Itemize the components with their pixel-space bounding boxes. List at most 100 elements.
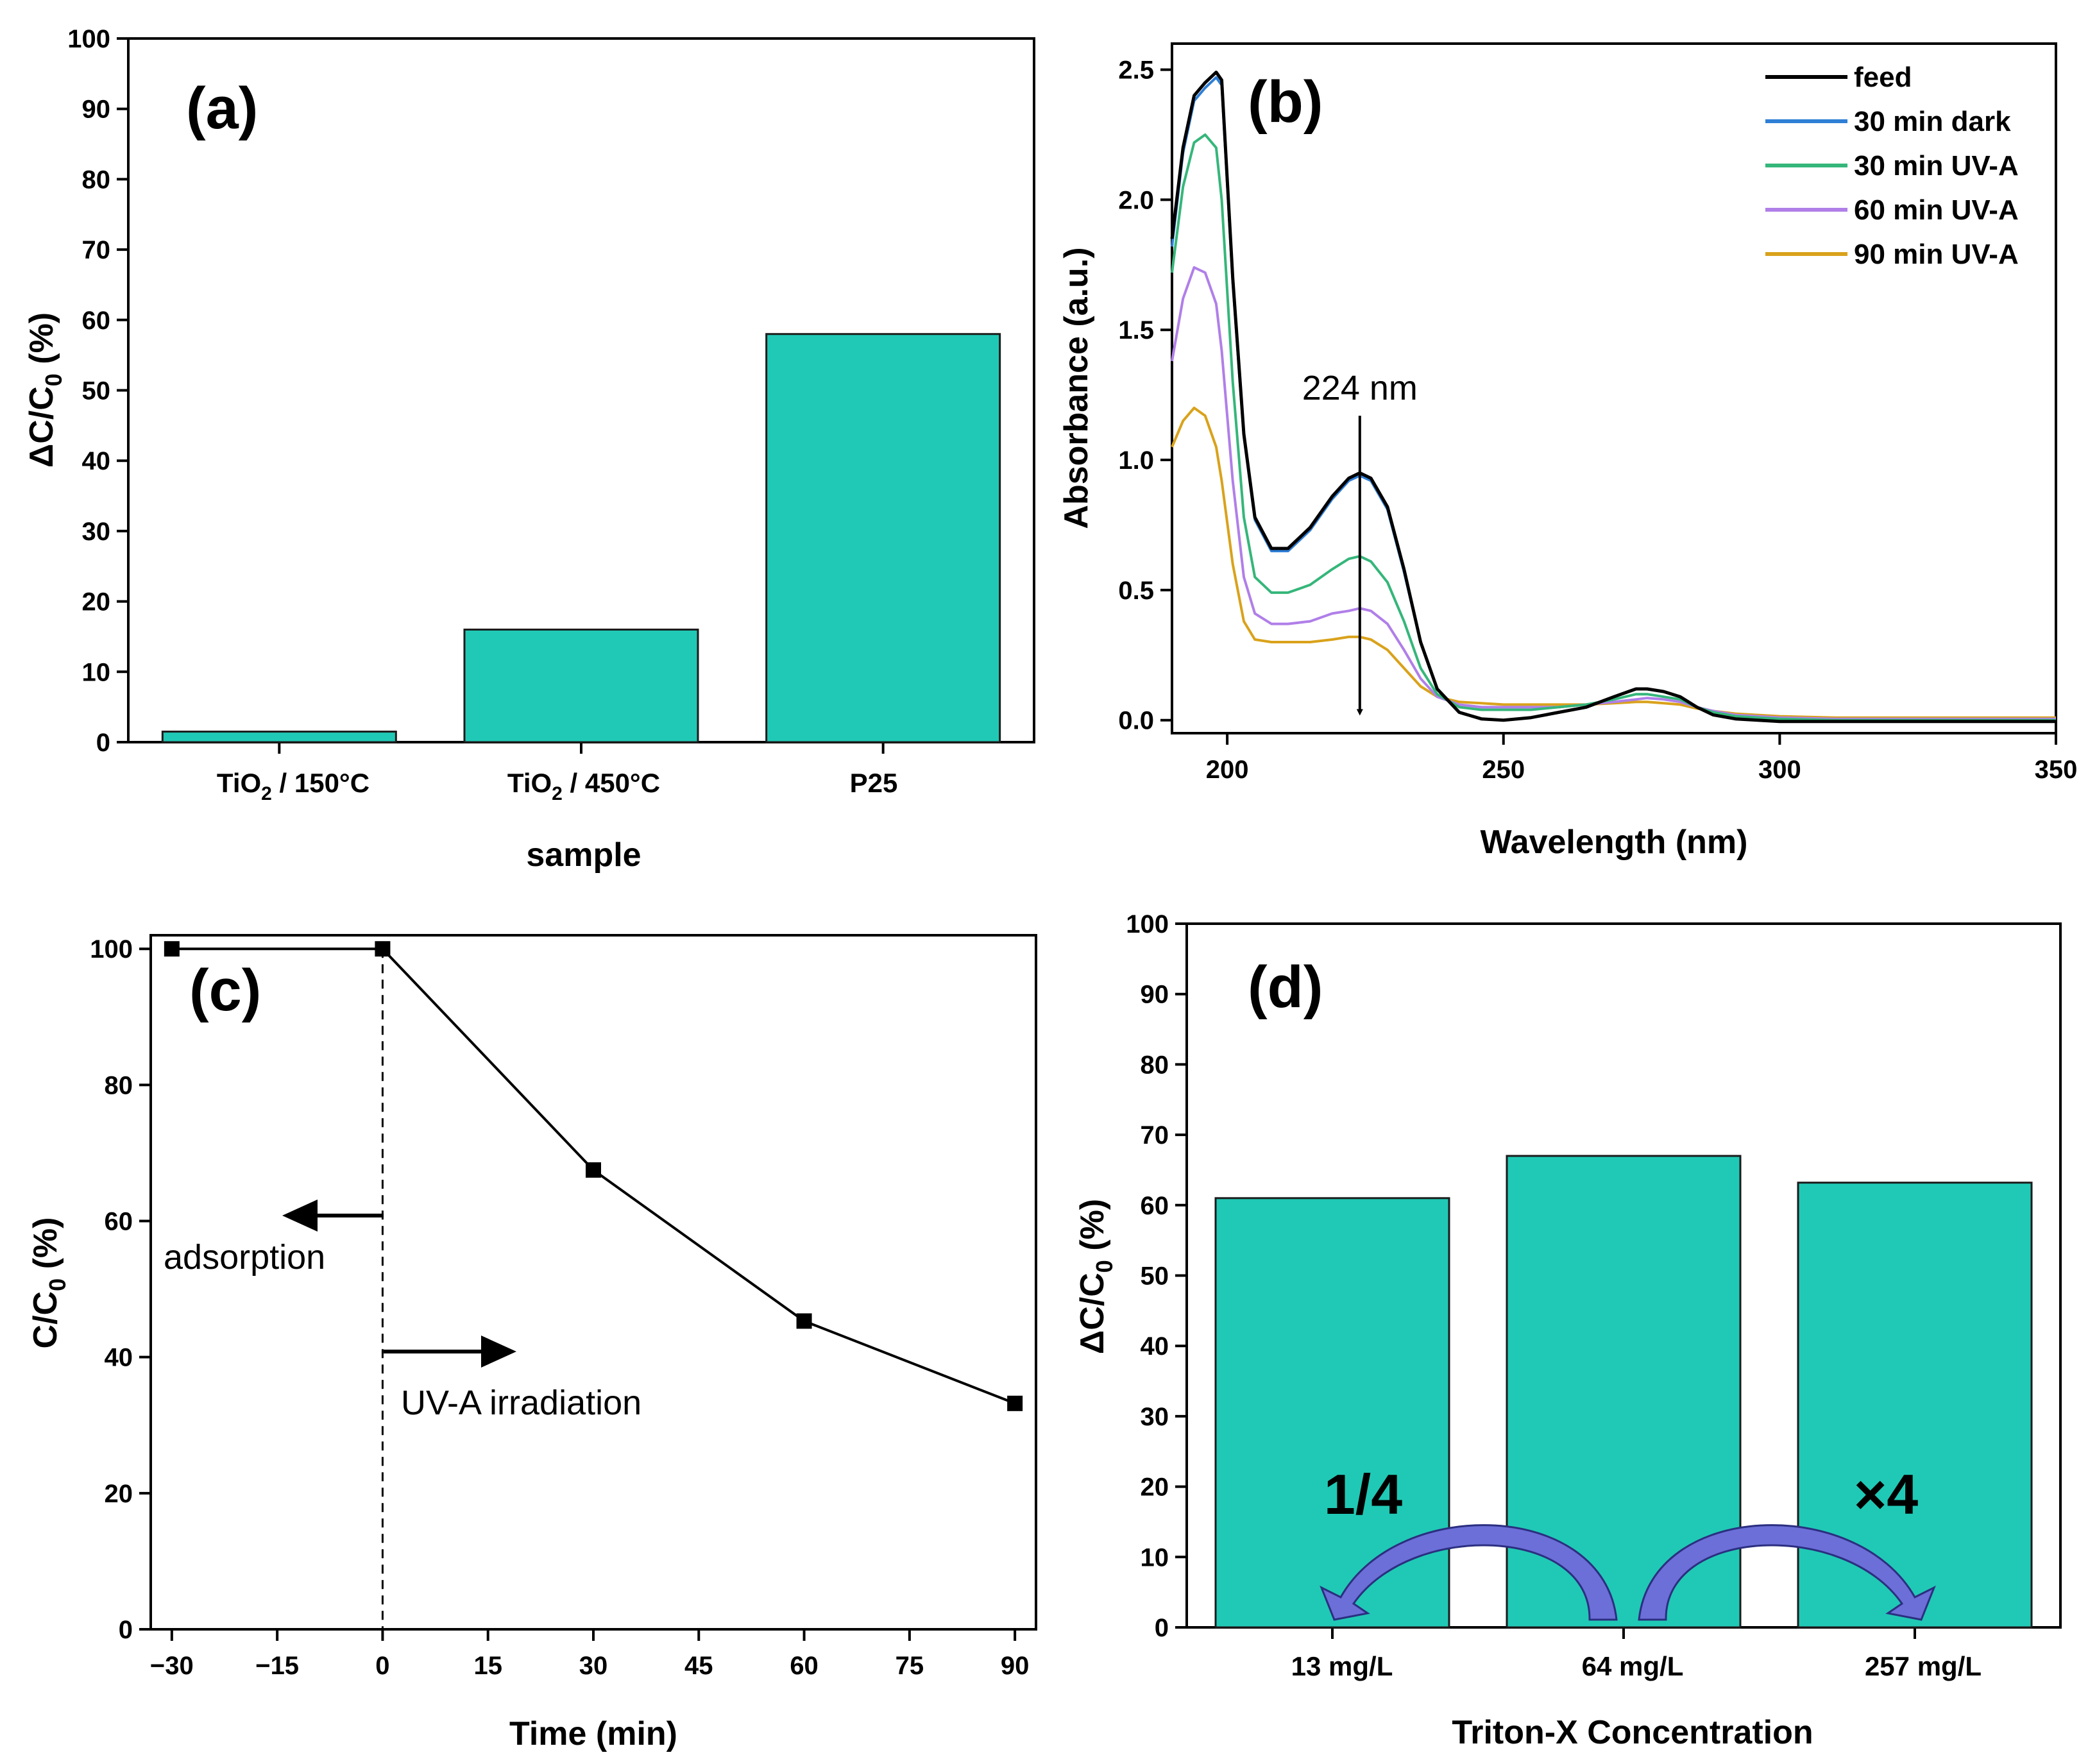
panel-d-ytick-label: 40 [1141,1332,1169,1361]
panel-c-point [1007,1395,1023,1411]
legend-label-30min-dark: 30 min dark [1854,106,2011,137]
panel-b-ytick-label: 0.5 [1118,577,1154,605]
panel-c-line-chart: −30 −15 0 15 30 45 60 75 90 0 20 40 60 80 100 adsorpti… [27,934,1037,1752]
panel-d-quarter-label: 1/4 [1324,1463,1402,1526]
panel-a-bars [161,333,1001,743]
panel-b-224nm-label: 224 nm [1302,369,1418,407]
panel-b-line-chart: 200 250 300 350 0.0 0.5 1.0 1.5 2.0 2.5 224 nm (b… [1058,42,2077,861]
panel-c-label: (c) [189,958,261,1023]
panel-d-bar-chart: 0 10 20 30 40 50 60 70 80 90 100 (d) 1/4 ×4 13 mg/… [1074,910,2062,1751]
panel-a-bar [161,731,397,743]
panel-c-xlabel: Time (min) [509,1715,677,1752]
panel-c-xtick-label: 90 [1001,1652,1030,1680]
panel-d-ytick-label: 50 [1141,1262,1169,1291]
legend-label-60min-uva: 60 min UV-A [1854,194,2019,226]
panel-a-label: (a) [186,76,258,141]
panel-a-ytick-label: 10 [82,658,111,686]
panel-c-point [164,941,180,957]
panel-b-xtick-label: 250 [1482,756,1525,784]
panel-d-right-curved-arrow [1638,1524,1936,1621]
panel-d-ytick-label: 0 [1155,1614,1169,1642]
panel-a-ytick-label: 0 [96,729,110,757]
panel-c-xtick-label: 45 [684,1652,713,1680]
panel-a-ytick-label: 60 [82,307,111,335]
panel-c-xtick-label: 15 [473,1652,502,1680]
panel-b-ytick-label: 0.0 [1118,707,1154,735]
panel-a-bar [765,333,1001,743]
panel-a-cat-1: TiO2 / 150°C [217,768,369,804]
legend-label-feed: feed [1854,62,1912,93]
panel-a-cat-3: P25 [850,768,898,798]
panel-d-y-ticks: 0 10 20 30 40 50 60 70 80 90 100 [1126,910,1916,1642]
panel-b-xtick-label: 350 [2035,756,2078,784]
panel-c-ytick-label: 20 [105,1480,133,1508]
panel-c-ytick-label: 40 [105,1344,133,1372]
panel-c-irradiation-label: UV-A irradiation [401,1384,641,1422]
panel-b-ticks: 200 250 300 350 0.0 0.5 1.0 1.5 2.0 2.5 [1118,56,2077,784]
panel-a-ytick-label: 20 [82,588,111,616]
panel-c-ticks: −30 −15 0 15 30 45 60 75 90 0 20 40 60 80 100 [90,935,1029,1680]
panel-c-xtick-label: 30 [579,1652,608,1680]
panel-b-ytick-label: 2.0 [1118,186,1154,214]
panel-d-cat-3: 257 mg/L [1865,1651,1982,1681]
panel-a-y-ticks: 0 10 20 30 40 50 60 70 80 90 100 [67,25,885,757]
panel-d-label: (d) [1248,954,1323,1020]
panel-d-ytick-label: 30 [1141,1403,1169,1431]
panel-b-ylabel: Absorbance (a.u.) [1058,247,1095,529]
panel-c-point [586,1162,601,1178]
panel-d-bar [1797,1182,2033,1629]
panel-c-xtick-label: 60 [790,1652,819,1680]
panel-c-irradiation-arrow [384,1336,516,1368]
panel-d-ytick-label: 100 [1126,910,1169,938]
legend-label-30min-uva: 30 min UV-A [1854,150,2019,182]
panel-a-ytick-label: 100 [67,25,110,53]
panel-c-xtick-label: −30 [150,1652,194,1680]
panel-d-ytick-label: 60 [1141,1192,1169,1220]
panel-c-xtick-label: 75 [896,1652,924,1680]
panel-a-ytick-label: 40 [82,447,111,475]
panel-b-xlabel: Wavelength (nm) [1481,824,1748,861]
panel-a-ytick-label: 80 [82,165,111,194]
panel-d-cat-2: 64 mg/L [1582,1651,1684,1681]
panel-b-ytick-label: 1.0 [1118,446,1154,475]
panel-a-ytick-label: 50 [82,377,111,405]
panel-a-bar [463,628,699,743]
panel-d-ylabel: ΔC/C0 (%) [1074,1199,1117,1354]
panel-d-bars [1214,1155,2033,1629]
panel-c-ytick-label: 0 [119,1616,133,1644]
panel-c-series [164,941,1023,1411]
panel-c-xtick-label: 0 [375,1652,389,1680]
panel-b-legend: feed 30 min dark 30 min UV-A 60 min UV-A… [1765,62,2019,270]
panel-d-ytick-label: 70 [1141,1121,1169,1149]
panel-b-xtick-label: 300 [1758,756,1801,784]
panel-c-ytick-label: 60 [105,1208,133,1236]
panel-b-series [1170,71,2056,724]
panel-b-series-line [1171,133,2056,722]
panel-d-left-curved-arrow [1320,1524,1618,1621]
panel-a-ytick-label: 90 [82,96,111,124]
panel-b-label: (b) [1248,69,1323,135]
panel-d-ytick-label: 80 [1141,1051,1169,1079]
panel-d-times-four-label: ×4 [1854,1463,1918,1526]
panel-b-series-line [1171,266,2056,720]
panel-a-xlabel: sample [526,836,641,874]
panel-c-ytick-label: 100 [90,935,133,963]
panel-a-ylabel: ΔC/C0 (%) [23,312,67,468]
panel-b-ytick-label: 1.5 [1118,316,1154,344]
panel-b-xtick-label: 200 [1206,756,1249,784]
panel-c-adsorption-label: adsorption [164,1238,325,1276]
panel-d-ytick-label: 10 [1141,1543,1169,1572]
panel-a-ytick-label: 70 [82,236,111,264]
panel-c-ylabel: C/C0 (%) [27,1217,71,1349]
panel-a-ytick-label: 30 [82,518,111,546]
panel-d-xlabel: Triton-X Concentration [1452,1714,1813,1751]
panel-b-series-line [1171,406,2056,719]
panel-b-ytick-label: 2.5 [1118,56,1154,85]
panel-c-adsorption-arrow [282,1200,384,1232]
panel-d-ytick-label: 90 [1141,981,1169,1009]
panel-c-point [375,941,391,957]
panel-b-series-line [1170,71,2056,724]
panel-b-plot-frame [1171,42,2057,734]
